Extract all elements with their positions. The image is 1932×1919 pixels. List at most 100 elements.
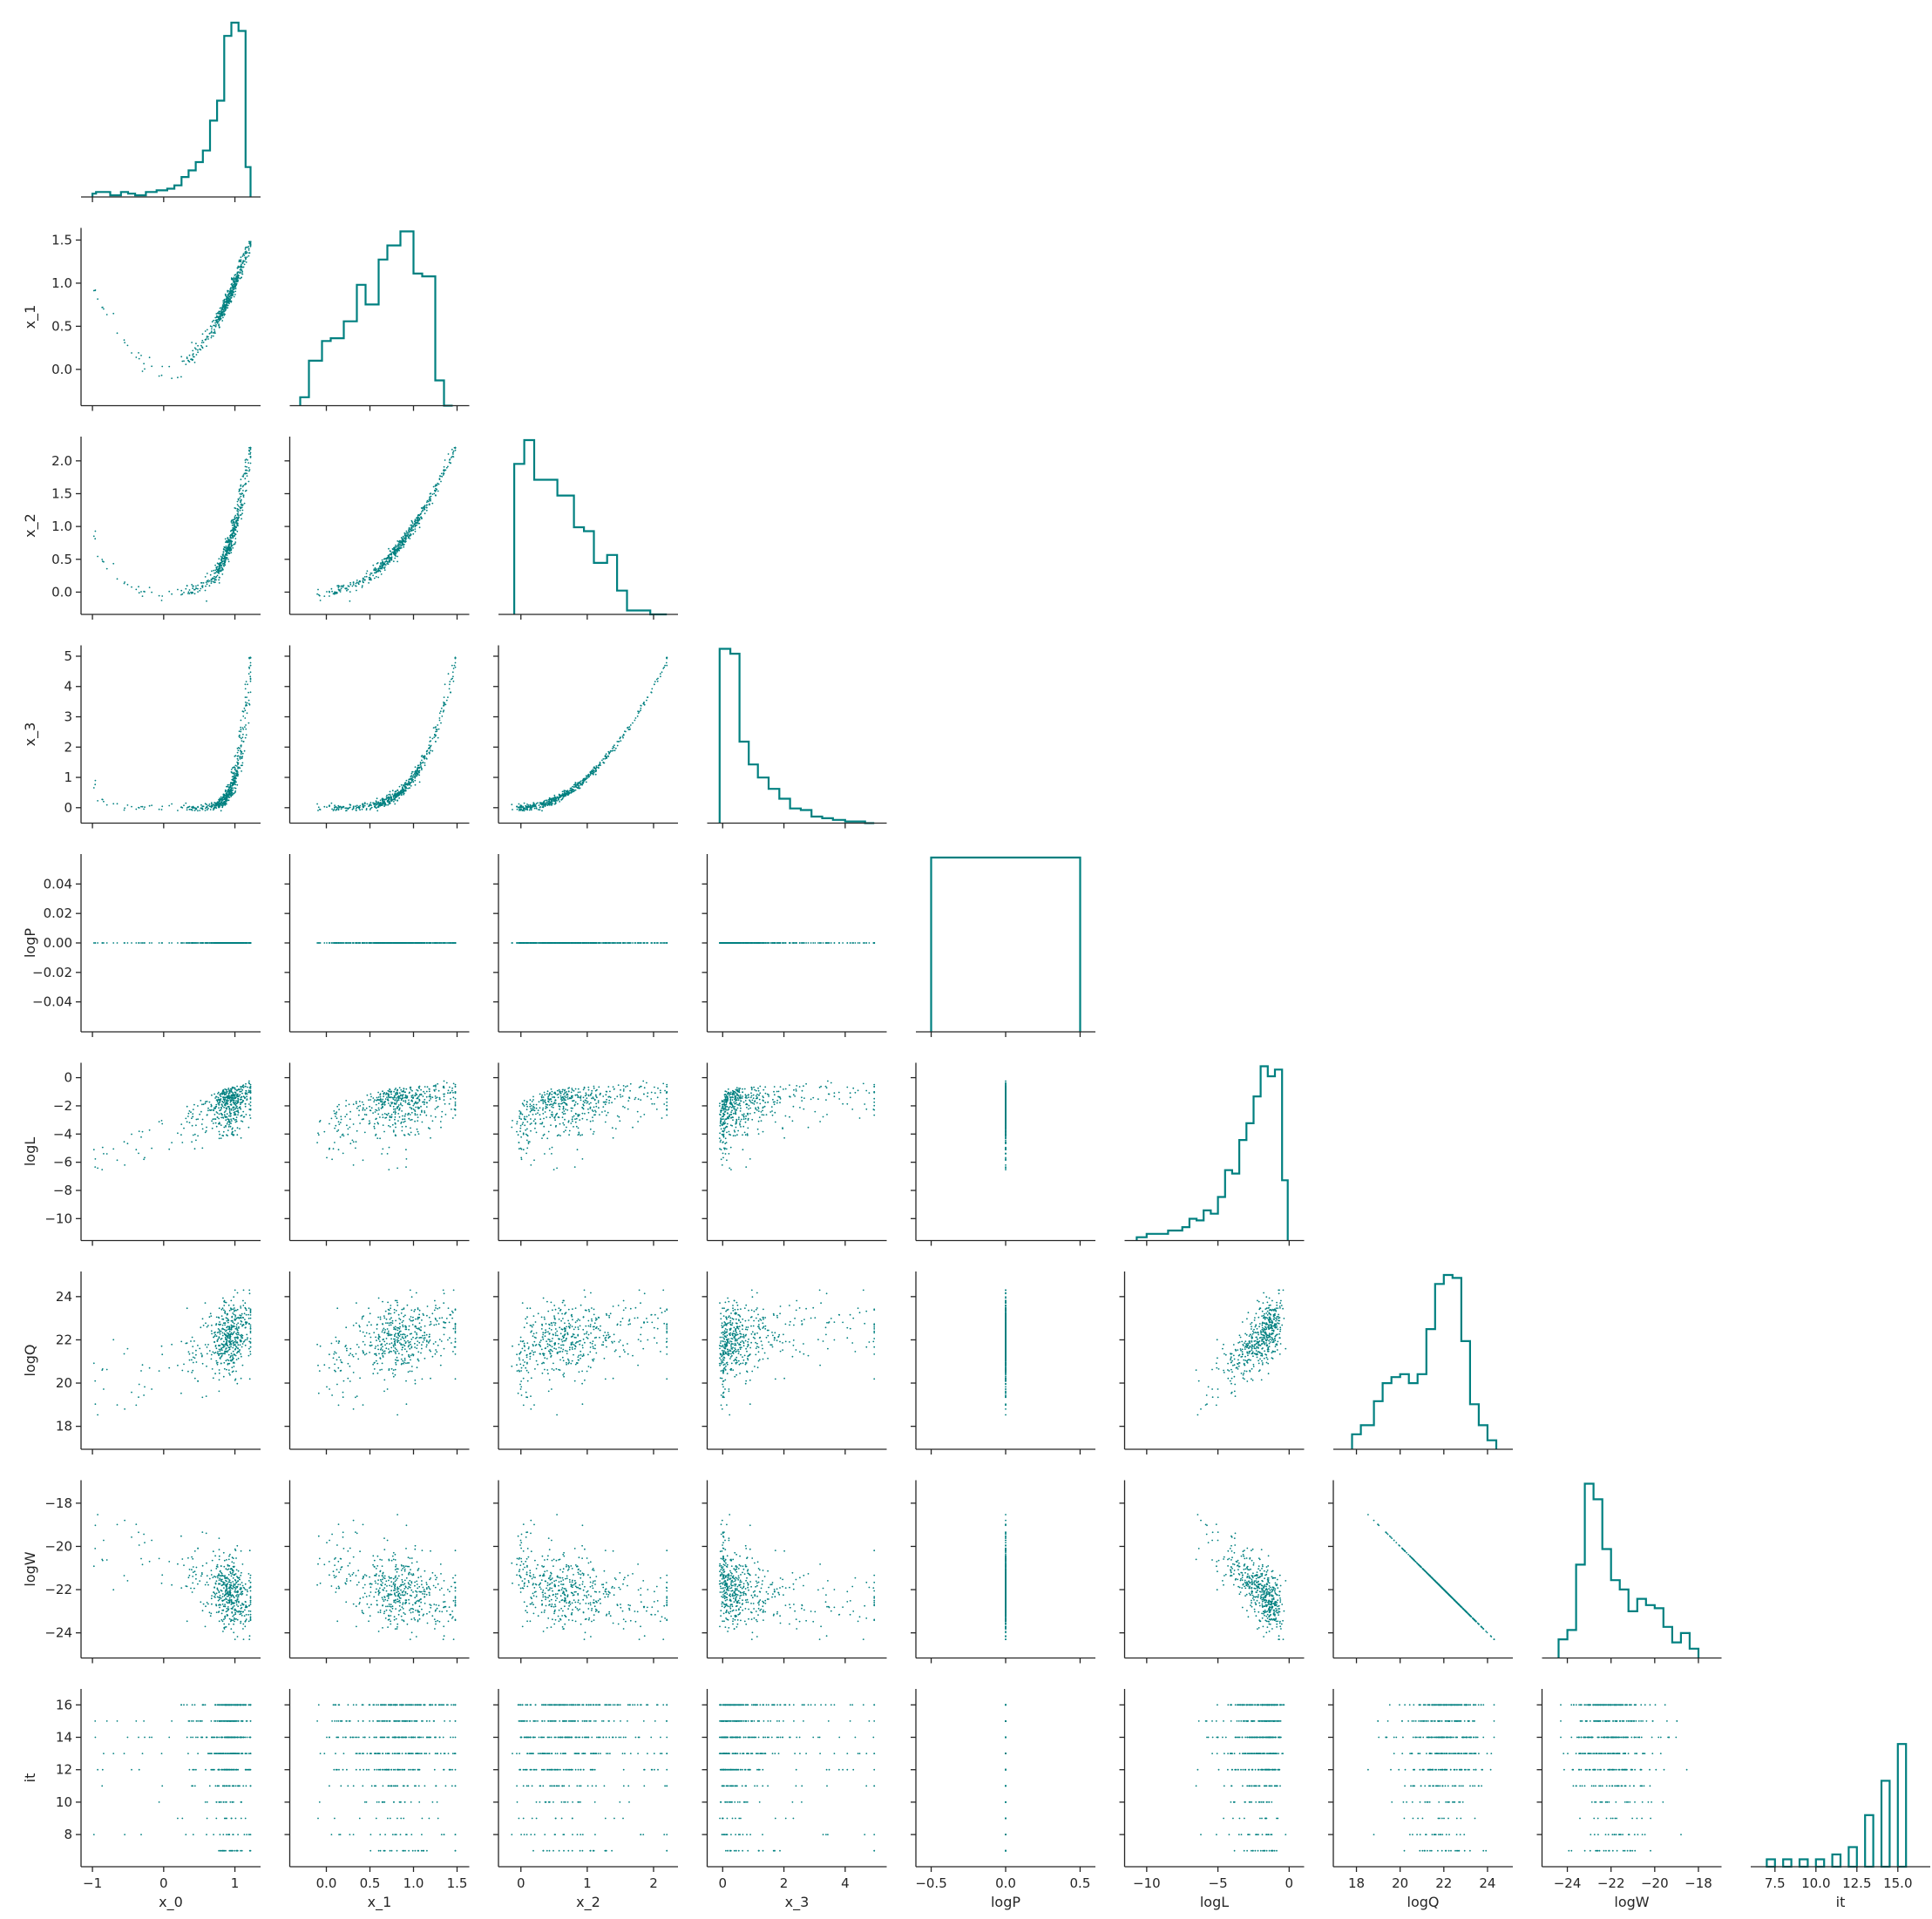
scatter-point	[208, 585, 211, 587]
scatter-point	[417, 519, 420, 522]
scatter-point	[191, 806, 193, 809]
scatter-point	[227, 559, 229, 560]
histogram-x_2	[513, 438, 668, 616]
scatter-point	[429, 498, 430, 501]
scatter-point	[418, 770, 421, 772]
scatter-point	[229, 297, 232, 299]
scatter-point	[241, 518, 242, 520]
scatter-point	[434, 736, 437, 737]
scatter-point	[232, 288, 234, 291]
scatter-point	[414, 519, 417, 520]
scatter-point	[216, 574, 219, 577]
scatter-point	[237, 749, 240, 752]
scatter-point	[434, 726, 437, 729]
scatter-point	[544, 804, 546, 806]
scatter-point	[138, 807, 140, 809]
scatter-point	[208, 580, 211, 582]
scatter-point	[138, 586, 139, 588]
scatter-point	[207, 336, 209, 338]
scatter-point	[219, 800, 221, 803]
scatter-point	[228, 552, 231, 554]
scatter-point	[144, 806, 146, 808]
scatter-point	[238, 736, 241, 737]
scatter-point	[450, 691, 451, 694]
scatter-point	[227, 793, 230, 795]
scatter-point	[214, 802, 216, 804]
scatter-point	[195, 354, 198, 356]
scatter-point	[431, 493, 434, 495]
scatter-point	[244, 459, 247, 461]
scatter-point	[563, 942, 566, 944]
scatter-point	[214, 316, 217, 319]
scatter-point	[245, 724, 247, 726]
scatter-point	[241, 273, 244, 275]
scatter-point	[382, 566, 384, 569]
scatter-point	[407, 787, 409, 790]
scatter-point	[238, 491, 241, 492]
scatter-point	[138, 592, 140, 594]
scatter-point	[245, 250, 247, 253]
scatter-point	[217, 806, 220, 808]
scatter-point	[199, 810, 201, 811]
scatter-point	[229, 289, 232, 292]
scatter-point	[241, 751, 242, 754]
scatter-point	[454, 942, 457, 944]
scatter-point	[131, 352, 132, 354]
scatter-point	[389, 793, 391, 796]
scatter-point	[429, 942, 430, 944]
scatter-point	[525, 808, 527, 810]
scatter-point	[230, 287, 233, 289]
scatter-point	[414, 942, 416, 944]
scatter-point	[241, 942, 243, 944]
scatter-point	[227, 560, 230, 563]
scatter-point	[219, 942, 221, 944]
scatter-point	[231, 524, 234, 526]
scatter-point	[201, 347, 204, 349]
scatter-point	[161, 595, 164, 597]
scatter-point	[333, 808, 336, 810]
scatter-point	[219, 319, 221, 322]
scatter-point	[235, 775, 237, 777]
scatter-point	[217, 569, 220, 571]
scatter-point	[437, 724, 439, 726]
scatter-point	[233, 295, 235, 298]
scatter-point	[140, 942, 142, 944]
scatter-point	[567, 942, 570, 944]
scatter-point	[232, 789, 234, 791]
scatter-point	[326, 591, 328, 593]
scatter-point	[227, 291, 229, 293]
scatter-point	[240, 498, 242, 501]
scatter-point	[451, 455, 453, 458]
scatter-point	[214, 322, 217, 324]
scatter-point	[228, 295, 231, 298]
scatter-point	[94, 783, 97, 786]
scatter-point	[326, 942, 328, 944]
scatter-point	[567, 790, 569, 793]
scatter-point	[858, 942, 861, 944]
y-tick-label: −0.04	[32, 994, 72, 1010]
scatter-point	[230, 293, 233, 295]
y-tick-label: 4	[64, 679, 72, 695]
scatter-point	[237, 763, 239, 765]
y-tick-label: 1.5	[51, 232, 72, 248]
scatter-point	[436, 942, 438, 944]
scatter-point	[437, 728, 440, 730]
scatter-point	[405, 532, 408, 534]
y-tick-label: 1.0	[51, 275, 72, 291]
scatter-point	[393, 798, 395, 801]
panel-x_1-vs-x_1	[289, 230, 470, 411]
scatter-point	[356, 589, 357, 592]
scatter-point	[447, 465, 449, 468]
scatter-point	[213, 807, 215, 810]
scatter-point	[409, 787, 410, 790]
scatter-point	[231, 290, 234, 293]
scatter-point	[640, 707, 642, 709]
scatter-point	[454, 446, 457, 449]
scatter-point	[234, 281, 236, 282]
scatter-point	[241, 737, 242, 740]
scatter-point	[160, 600, 163, 601]
scatter-point	[131, 805, 132, 808]
scatter-point	[222, 793, 225, 796]
scatter-point	[188, 593, 191, 594]
scatter-point	[242, 260, 245, 262]
